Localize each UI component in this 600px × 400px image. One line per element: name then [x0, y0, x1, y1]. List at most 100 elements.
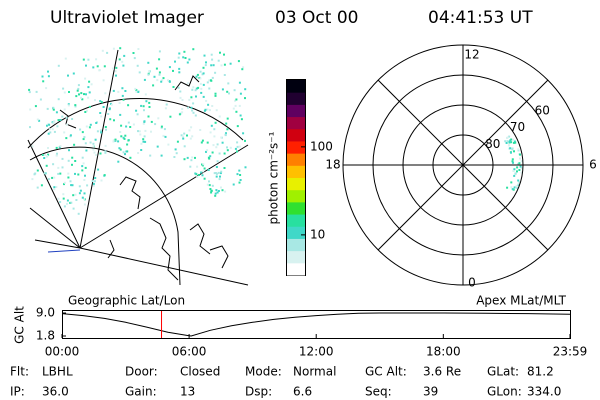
- polar-speckle: [517, 148, 520, 151]
- aurora-speckle: [79, 128, 82, 131]
- aurora-speckle: [59, 145, 62, 148]
- aurora-speckle: [244, 88, 247, 91]
- aurora-speckle: [59, 172, 62, 175]
- info-label: GC Alt:: [365, 365, 407, 379]
- aurora-speckle: [66, 202, 68, 205]
- colorbar-segment: [287, 201, 305, 215]
- aurora-speckle: [136, 64, 139, 67]
- aurora-speckle: [102, 79, 105, 82]
- polar-speckle: [518, 169, 521, 171]
- info-label: Mode:: [245, 365, 282, 379]
- aurora-speckle: [53, 186, 56, 189]
- aurora-speckle: [181, 108, 184, 110]
- polar-speckle: [512, 138, 515, 141]
- aurora-speckle: [46, 155, 49, 157]
- polar-speckle: [516, 166, 519, 169]
- aurora-speckle: [192, 102, 195, 105]
- aurora-speckle: [104, 126, 107, 128]
- aurora-speckle: [239, 174, 242, 176]
- aurora-speckle: [33, 173, 36, 176]
- aurora-speckle: [119, 113, 122, 116]
- info-value: 39: [423, 385, 438, 399]
- lat-label: 60: [535, 103, 550, 117]
- info-value: Closed: [180, 365, 220, 379]
- aurora-speckle: [208, 79, 211, 82]
- altitude-ylabel: GC Alt: [13, 306, 27, 344]
- polar-speckle: [517, 183, 520, 186]
- aurora-speckle: [89, 141, 92, 144]
- aurora-speckle: [112, 67, 115, 70]
- aurora-speckle: [217, 59, 220, 62]
- aurora-speckle: [143, 78, 146, 81]
- aurora-speckle: [81, 131, 84, 134]
- aurora-speckle: [85, 125, 88, 128]
- aurora-speckle: [227, 82, 230, 85]
- polar-speckle: [510, 138, 513, 141]
- aurora-speckle: [63, 91, 66, 94]
- aurora-speckle: [113, 119, 115, 122]
- info-label: Gain:: [125, 385, 157, 399]
- aurora-speckle: [220, 64, 223, 67]
- aurora-speckle: [216, 143, 219, 146]
- mlt-label: 6: [589, 158, 597, 172]
- aurora-speckle: [73, 143, 76, 146]
- aurora-speckle: [88, 126, 91, 129]
- aurora-speckle: [208, 87, 211, 90]
- colorbar-segment: [287, 189, 305, 203]
- aurora-speckle: [225, 132, 227, 135]
- aurora-speckle: [237, 60, 240, 63]
- title: Ultraviolet Imager: [50, 8, 204, 28]
- aurora-speckle: [119, 131, 122, 133]
- polar-speckle: [519, 165, 522, 168]
- aurora-speckle: [118, 102, 121, 104]
- aurora-speckle: [57, 197, 60, 200]
- aurora-speckle: [63, 108, 66, 111]
- aurora-speckle: [84, 166, 87, 169]
- aurora-speckle: [220, 136, 223, 139]
- aurora-speckle: [68, 149, 70, 152]
- polar-speckle: [512, 161, 514, 164]
- aurora-speckle: [74, 105, 77, 108]
- aurora-speckle: [74, 193, 77, 196]
- aurora-speckle: [55, 154, 58, 157]
- aurora-speckle: [160, 80, 163, 83]
- aurora-speckle: [164, 135, 167, 138]
- aurora-speckle: [178, 52, 181, 55]
- aurora-speckle: [223, 63, 226, 66]
- aurora-speckle: [57, 98, 60, 101]
- aurora-speckle: [140, 104, 143, 107]
- aurora-speckle: [78, 185, 81, 188]
- polar-speckle: [510, 141, 513, 144]
- aurora-speckle: [121, 87, 124, 90]
- alt-y-tick-label: 1.8: [36, 329, 55, 343]
- aurora-speckle: [47, 75, 50, 78]
- lat-label: 70: [510, 120, 525, 134]
- aurora-speckle: [63, 181, 66, 184]
- aurora-speckle: [224, 134, 227, 137]
- aurora-speckle: [77, 84, 80, 87]
- aurora-speckle: [57, 166, 60, 169]
- aurora-speckle: [206, 149, 209, 152]
- aurora-speckle: [142, 138, 145, 141]
- aurora-speckle: [219, 172, 222, 175]
- polar-speckle: [515, 184, 518, 187]
- aurora-speckle: [162, 77, 165, 80]
- aurora-speckle: [87, 96, 90, 99]
- aurora-speckle: [201, 73, 204, 76]
- aurora-speckle: [208, 184, 211, 187]
- aurora-speckle: [167, 143, 170, 146]
- aurora-speckle: [100, 131, 103, 134]
- info-value: 6.6: [293, 385, 312, 399]
- polar-speckle: [506, 136, 509, 139]
- aurora-speckle: [72, 194, 75, 197]
- info-value: 334.0: [527, 385, 561, 399]
- polar-speckle: [508, 135, 511, 138]
- aurora-speckle: [121, 60, 124, 63]
- aurora-speckle: [186, 134, 188, 137]
- aurora-speckle: [210, 53, 213, 56]
- aurora-speckle: [236, 150, 238, 153]
- aurora-speckle: [235, 98, 238, 101]
- aurora-speckle: [94, 177, 97, 179]
- aurora-speckle: [219, 175, 221, 178]
- alt-x-tick-label: 00:00: [45, 345, 80, 359]
